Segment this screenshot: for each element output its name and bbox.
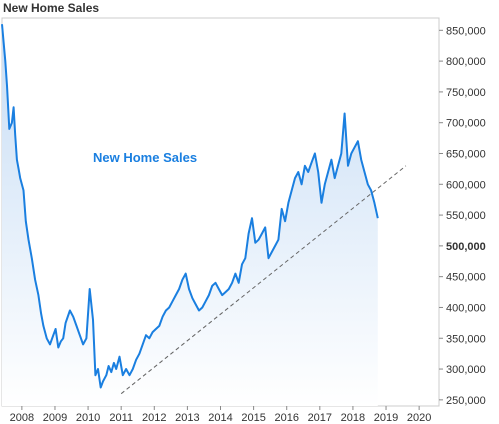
- x-tick-label: 2009: [43, 412, 67, 424]
- x-tick-label: 2016: [274, 412, 298, 424]
- x-tick-label: 2014: [208, 412, 232, 424]
- trend-line: [120, 165, 407, 395]
- y-tick-label: 800,000: [446, 56, 486, 68]
- series-area-fill: [2, 24, 378, 406]
- x-tick-label: 2011: [109, 412, 133, 424]
- x-tick-label: 2013: [175, 412, 199, 424]
- y-tick-label: 600,000: [446, 179, 486, 191]
- y-tick-label: 450,000: [446, 272, 486, 284]
- x-tick-label: 2012: [142, 412, 166, 424]
- y-tick-label: 250,000: [446, 395, 486, 407]
- y-tick-label: 300,000: [446, 364, 486, 376]
- x-tick-label: 2015: [241, 412, 265, 424]
- y-tick-label: 700,000: [446, 118, 486, 130]
- y-tick-label: 650,000: [446, 148, 486, 160]
- x-tick-label: 2019: [374, 412, 398, 424]
- y-tick-label: 500,000: [446, 241, 486, 253]
- y-tick-label: 400,000: [446, 302, 486, 314]
- x-tick-label: 2017: [308, 412, 332, 424]
- y-tick-label: 850,000: [446, 25, 486, 37]
- x-tick-label: 2018: [341, 412, 365, 424]
- y-tick-label: 550,000: [446, 210, 486, 222]
- series-annotation: New Home Sales: [93, 150, 197, 165]
- x-tick-label: 2008: [10, 412, 34, 424]
- x-tick-label: 2010: [76, 412, 100, 424]
- series-line: [1, 24, 379, 389]
- x-tick-label: 2020: [407, 412, 431, 424]
- y-tick-label: 750,000: [446, 87, 486, 99]
- chart-title: New Home Sales: [3, 1, 100, 15]
- y-tick-label: 350,000: [446, 333, 486, 345]
